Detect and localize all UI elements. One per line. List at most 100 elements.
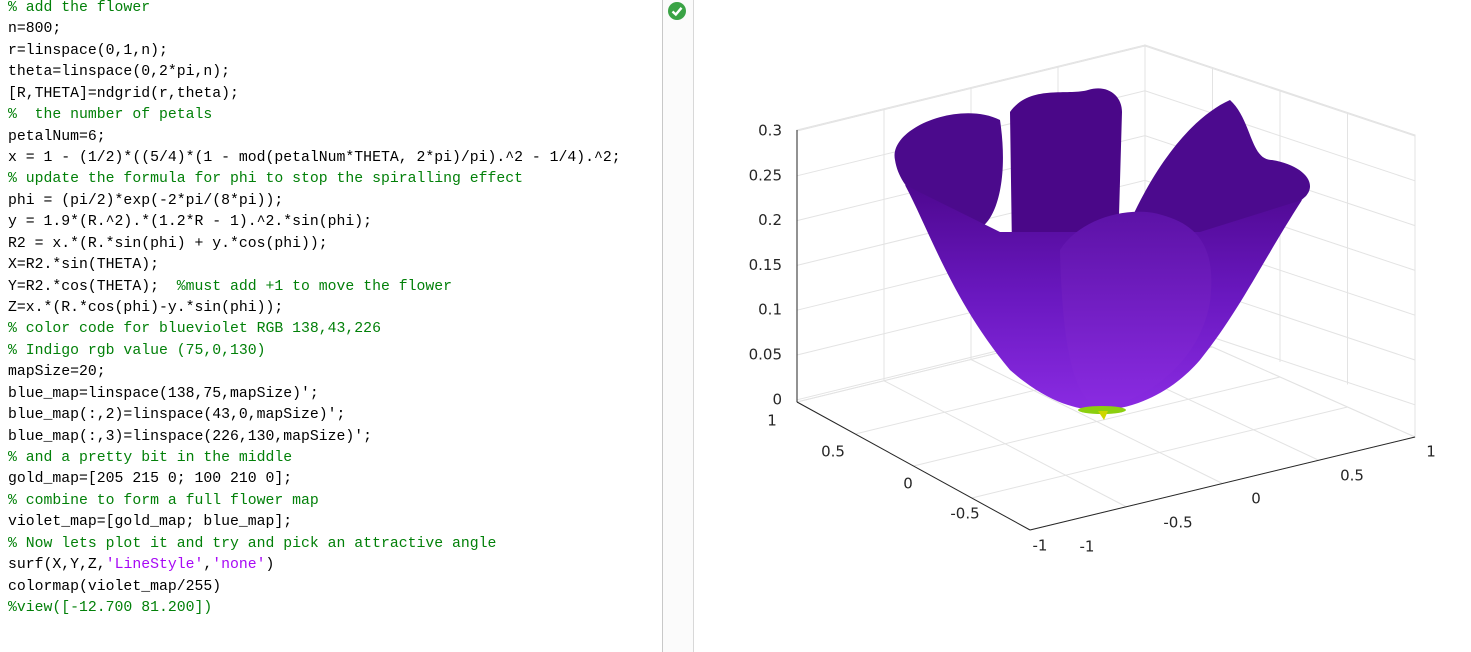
grid-line <box>855 346 1213 435</box>
grid-line <box>796 45 1416 137</box>
petal <box>1120 100 1311 255</box>
z-tick-label: 0.15 <box>749 256 782 274</box>
comment-token: % Indigo rgb value (75,0,130) <box>8 342 266 359</box>
axis-lines <box>796 130 1416 531</box>
code-line: % the number of petals <box>8 105 212 126</box>
x-tick-label: 1 <box>767 412 777 430</box>
z-tick-label: 0.25 <box>749 166 782 184</box>
grid-line <box>913 376 1281 467</box>
code-line: Y=R2.*cos(THETA); %must add +1 to move t… <box>8 277 452 298</box>
code-line: % update the formula for phi to stop the… <box>8 169 523 190</box>
string-token: 'none' <box>212 557 266 574</box>
z-tick-label: 0.3 <box>758 122 782 140</box>
code-editor: % add the flower n=800; r=linspace(0,1,n);… <box>0 0 662 652</box>
code-token: n=800; <box>8 21 62 38</box>
grid-line <box>970 359 1223 484</box>
y-tick-label: -0.5 <box>1163 514 1192 532</box>
code-token: Y=R2.*cos(THETA); <box>8 278 177 295</box>
comment-token: %view([-12.700 81.200]) <box>8 600 213 617</box>
code-line: phi = (pi/2)*exp(-2*pi/(8*pi)); <box>8 191 283 212</box>
flower-surface <box>894 88 1311 420</box>
axes-wall <box>1144 44 1416 438</box>
grid-line <box>883 380 1127 508</box>
code-token: ) <box>265 557 275 574</box>
code-line: petalNum=6; <box>8 127 106 148</box>
code-line: theta=linspace(0,2*pi,n); <box>8 62 230 83</box>
code-line: R2 = x.*(R.*sin(phi) + y.*cos(phi)); <box>8 234 328 255</box>
code-line: %view([-12.700 81.200]) <box>8 598 212 619</box>
comment-token: % combine to form a full flower map <box>8 492 319 509</box>
code-token: theta=linspace(0,2*pi,n); <box>8 64 230 81</box>
z-tick-label: 0.2 <box>758 211 782 229</box>
z-tick-label: 0 <box>772 390 782 408</box>
x-tick-label: 0 <box>903 475 913 493</box>
petal <box>1060 211 1212 408</box>
axes-wall <box>796 44 1146 403</box>
code-token: x = 1 - (1/2)*((5/4)*(1 - mod(petalNum*T… <box>8 150 621 166</box>
code-line: blue_map=linspace(138,75,mapSize)'; <box>8 384 319 405</box>
comment-token: % update the formula for phi to stop the… <box>8 171 524 188</box>
x-tick-label: -0.5 <box>950 505 979 523</box>
tick-labels: 0.3 0.25 0.2 0.15 0.1 0.05 0 1 0.5 0 -0.5 -1 -1 -0.5 0… <box>749 122 1436 556</box>
output-gutter <box>662 0 694 652</box>
code-line: colormap(violet_map/255) <box>8 577 221 598</box>
code-line: mapSize=20; <box>8 362 106 383</box>
z-tick-label: 0.1 <box>758 301 782 319</box>
code-token: phi = (pi/2)*exp(-2*pi/(8*pi)); <box>8 192 284 209</box>
z-tick-label: 0.05 <box>749 346 782 364</box>
cup <box>905 185 1302 410</box>
code-line: % add the flower <box>8 0 150 19</box>
code-line: X=R2.*sin(THETA); <box>8 255 159 276</box>
string-token: 'LineStyle' <box>105 557 204 574</box>
code-token: surf(X,Y,Z, <box>8 557 106 574</box>
code-line: y = 1.9*(R.^2).*(1.2*R - 1).^2.*sin(phi)… <box>8 212 372 233</box>
code-token: y = 1.9*(R.^2).*(1.2*R - 1).^2.*sin(phi)… <box>8 214 373 231</box>
code-line: blue_map(:,2)=linspace(43,0,mapSize)'; <box>8 405 345 426</box>
code-line: violet_map=[gold_map; blue_map]; <box>8 512 292 533</box>
flower-center <box>1078 406 1126 414</box>
code-token: blue_map(:,3)=linspace(226,130,mapSize)'… <box>8 428 373 445</box>
code-line: % color code for blueviolet RGB 138,43,2… <box>8 319 381 340</box>
code-line: % combine to form a full flower map <box>8 491 319 512</box>
comment-token: % and a pretty bit in the middle <box>8 450 293 467</box>
code-token: blue_map(:,2)=linspace(43,0,mapSize)'; <box>8 407 346 424</box>
axes-box <box>795 44 1417 531</box>
code-line: x = 1 - (1/2)*((5/4)*(1 - mod(petalNum*T… <box>8 148 621 169</box>
petal <box>1010 88 1122 250</box>
petal <box>894 113 1003 230</box>
code-token: Z=x.*(R.*cos(phi)-y.*sin(phi)); <box>8 300 284 317</box>
grid-line <box>971 406 1348 499</box>
grid-line <box>796 135 1416 227</box>
axes-wall <box>795 316 1417 531</box>
y-tick-label: 0.5 <box>1340 467 1364 485</box>
code-token: X=R2.*sin(THETA); <box>8 257 159 274</box>
code-token: blue_map=linspace(138,75,mapSize)'; <box>8 385 319 402</box>
grid-line <box>796 314 1416 406</box>
flower-center <box>1098 411 1108 420</box>
code-line: n=800; <box>8 19 61 40</box>
y-tick-label: -1 <box>1080 538 1095 556</box>
grid-line <box>796 224 1416 316</box>
code-token: [R,THETA]=ndgrid(r,theta); <box>8 85 239 102</box>
comment-token: % the number of petals <box>8 107 213 124</box>
grid-line <box>796 90 1416 182</box>
code-token: r=linspace(0,1,n); <box>8 42 168 59</box>
comment-token: % Now lets plot it and try and pick an a… <box>8 535 497 552</box>
code-token: mapSize=20; <box>8 364 106 381</box>
code-line: gold_map=[205 215 0; 100 210 0]; <box>8 469 292 490</box>
y-tick-label: 1 <box>1426 443 1436 461</box>
run-status-icon[interactable] <box>667 1 697 31</box>
grid-line <box>796 269 1416 361</box>
code-line: [R,THETA]=ndgrid(r,theta); <box>8 84 239 105</box>
comment-token: %must add +1 to move the flower <box>176 278 452 295</box>
code-token: , <box>203 557 213 574</box>
code-line: % Indigo rgb value (75,0,130) <box>8 341 266 362</box>
grid-line <box>1057 337 1319 461</box>
code-line: blue_map(:,3)=linspace(226,130,mapSize)'… <box>8 427 372 448</box>
comment-token: % add the flower <box>8 0 151 16</box>
code-line: Z=x.*(R.*cos(phi)-y.*sin(phi)); <box>8 298 283 319</box>
code-token: colormap(violet_map/255) <box>8 578 222 595</box>
code-token: petalNum=6; <box>8 128 106 145</box>
x-tick-label: -1 <box>1033 537 1048 555</box>
code-token: R2 = x.*(R.*sin(phi) + y.*cos(phi)); <box>8 235 328 252</box>
